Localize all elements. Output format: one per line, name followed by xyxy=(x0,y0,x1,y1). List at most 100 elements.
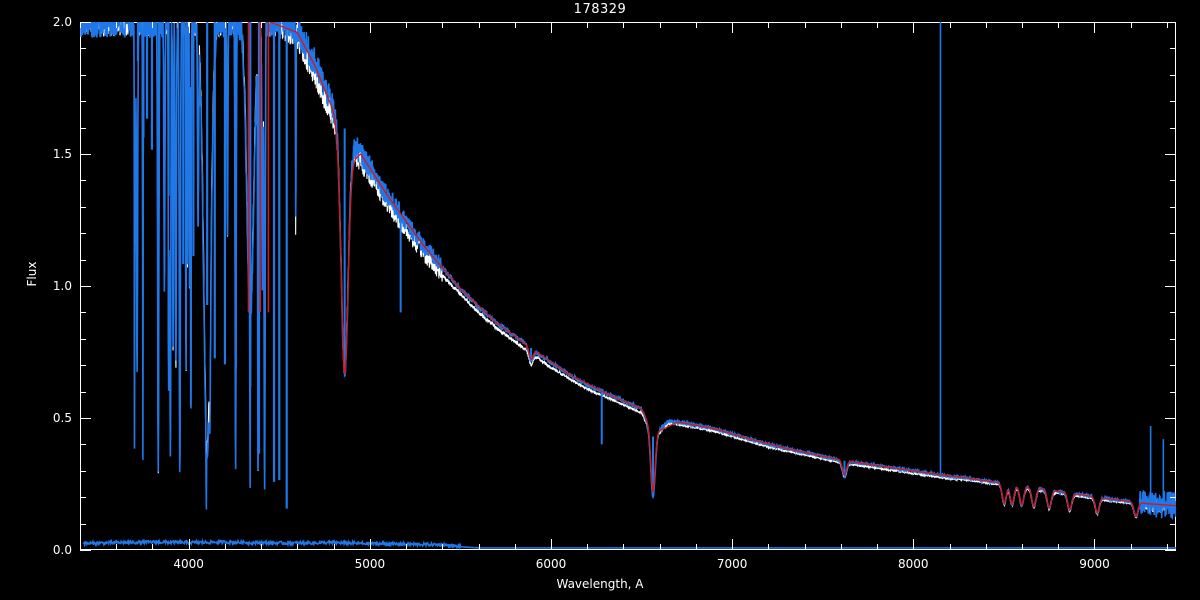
y-minor-tick xyxy=(80,338,86,340)
residual-trace xyxy=(82,538,1176,550)
y-major-tick xyxy=(80,286,91,287)
x-tick-label: 7000 xyxy=(716,557,748,571)
y-minor-tick xyxy=(80,391,86,393)
y-major-tick-right xyxy=(1165,418,1176,419)
x-minor-tick-top xyxy=(768,22,770,28)
x-minor-tick xyxy=(1022,544,1024,550)
x-minor-tick-top xyxy=(152,22,154,28)
x-minor-tick-top xyxy=(695,22,697,28)
x-minor-tick xyxy=(514,544,516,550)
y-major-tick-right xyxy=(1165,286,1176,287)
y-minor-tick-right xyxy=(1170,127,1176,129)
y-minor-tick-right xyxy=(1170,74,1176,76)
x-minor-tick-top xyxy=(659,22,661,28)
x-minor-tick xyxy=(659,544,661,550)
x-minor-tick xyxy=(623,544,625,550)
y-major-tick xyxy=(80,418,91,419)
y-minor-tick xyxy=(80,101,86,103)
x-minor-tick xyxy=(840,544,842,550)
y-major-tick-right xyxy=(1165,22,1176,23)
y-tick-label: 2.0 xyxy=(52,15,72,29)
y-major-tick-right xyxy=(1165,550,1176,551)
x-minor-tick xyxy=(985,544,987,550)
x-minor-tick xyxy=(152,544,154,550)
emission-spikes xyxy=(939,22,1165,505)
plot-title: 178329 xyxy=(573,2,627,17)
x-tick-label: 5000 xyxy=(354,557,386,571)
x-tick-label: 4000 xyxy=(173,557,204,571)
x-minor-tick-top xyxy=(1022,22,1024,28)
y-axis-label: Flux xyxy=(25,261,39,287)
x-axis-label: Wavelength, A xyxy=(556,577,644,591)
x-major-tick xyxy=(1094,539,1096,550)
y-minor-tick-right xyxy=(1170,180,1176,182)
x-minor-tick-top xyxy=(297,22,299,28)
spectrum-svg xyxy=(80,22,1176,550)
x-minor-tick-top xyxy=(442,22,444,28)
y-major-tick-right xyxy=(1165,154,1176,155)
y-major-tick xyxy=(80,550,91,551)
x-minor-tick-top xyxy=(949,22,951,28)
x-minor-tick xyxy=(768,544,770,550)
x-minor-tick xyxy=(406,544,408,550)
x-minor-tick xyxy=(116,544,118,550)
y-minor-tick-right xyxy=(1170,391,1176,393)
x-major-tick-top xyxy=(369,22,371,33)
x-minor-tick-top xyxy=(877,22,879,28)
x-minor-tick-top xyxy=(224,22,226,28)
y-minor-tick xyxy=(80,48,86,50)
y-minor-tick xyxy=(80,127,86,129)
x-minor-tick-top xyxy=(478,22,480,28)
y-major-tick xyxy=(80,22,91,23)
x-minor-tick-top xyxy=(840,22,842,28)
x-tick-label: 6000 xyxy=(535,557,567,571)
y-minor-tick-right xyxy=(1170,497,1176,499)
y-minor-tick-right xyxy=(1170,48,1176,50)
continuum-fit-blue-segments xyxy=(247,22,270,313)
model-spectrum-line xyxy=(80,22,1176,520)
x-minor-tick-top xyxy=(514,22,516,28)
x-minor-tick-top xyxy=(804,22,806,28)
x-tick-label: 8000 xyxy=(898,557,929,571)
y-minor-tick-right xyxy=(1170,101,1176,103)
x-tick-label: 9000 xyxy=(1079,557,1110,571)
x-major-tick-top xyxy=(551,22,552,33)
x-major-tick-top xyxy=(913,22,915,33)
x-major-tick xyxy=(188,539,190,550)
x-minor-tick xyxy=(804,544,806,550)
x-minor-tick xyxy=(297,544,299,550)
plot-canvas xyxy=(80,22,1176,550)
y-minor-tick xyxy=(80,206,86,208)
x-minor-tick xyxy=(478,544,480,550)
x-minor-tick xyxy=(261,544,263,550)
y-minor-tick xyxy=(80,312,86,314)
x-major-tick xyxy=(551,539,552,550)
x-minor-tick-top xyxy=(1166,22,1168,28)
x-minor-tick-top xyxy=(261,22,263,28)
x-minor-tick xyxy=(587,544,589,550)
y-minor-tick-right xyxy=(1170,444,1176,446)
y-minor-tick xyxy=(80,74,86,76)
x-major-tick xyxy=(732,539,734,550)
x-minor-tick xyxy=(949,544,951,550)
x-minor-tick xyxy=(442,544,444,550)
y-minor-tick-right xyxy=(1170,233,1176,235)
y-minor-tick xyxy=(80,180,86,182)
y-tick-label: 0.5 xyxy=(52,411,72,425)
y-minor-tick xyxy=(80,233,86,235)
y-minor-tick xyxy=(80,365,86,367)
x-minor-tick-top xyxy=(80,22,81,28)
y-tick-label: 0.0 xyxy=(52,543,72,557)
y-minor-tick-right xyxy=(1170,470,1176,472)
continuum-fit-line xyxy=(269,22,1176,518)
x-minor-tick xyxy=(1130,544,1132,550)
y-minor-tick-right xyxy=(1170,338,1176,340)
x-major-tick xyxy=(369,539,371,550)
y-minor-tick xyxy=(80,497,86,499)
y-minor-tick-right xyxy=(1170,312,1176,314)
x-minor-tick xyxy=(1166,544,1168,550)
y-minor-tick xyxy=(80,444,86,446)
x-minor-tick-top xyxy=(623,22,625,28)
y-major-tick xyxy=(80,154,91,155)
